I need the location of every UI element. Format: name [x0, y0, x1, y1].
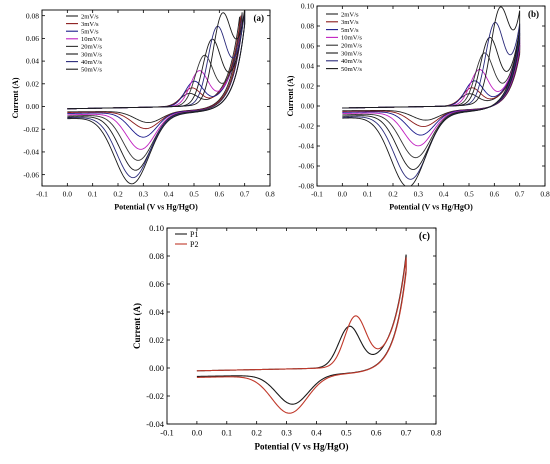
legend-entry: 20mV/s — [341, 43, 362, 50]
y-tick-label: -0.02 — [23, 125, 39, 134]
legend-entry: 3mV/s — [81, 21, 99, 28]
x-tick-label: 0.5 — [189, 190, 199, 199]
x-tick-label: 0.5 — [341, 428, 352, 438]
legend-entry: 5mV/s — [81, 29, 99, 36]
x-tick-label: -0.1 — [311, 190, 323, 199]
x-tick-label: 0.8 — [431, 428, 442, 438]
x-tick-label: 0.1 — [363, 190, 373, 199]
y-tick-label: -0.02 — [146, 391, 164, 401]
x-tick-label: 0.7 — [401, 428, 412, 438]
legend-entry: 2mV/s — [81, 13, 99, 20]
x-tick-label: 0.0 — [192, 428, 203, 438]
y-tick-label: 0.06 — [301, 42, 314, 51]
y-tick-label: 0.02 — [301, 82, 314, 91]
x-tick-label: -0.1 — [36, 190, 48, 199]
legend-entry: 10mV/s — [341, 35, 362, 42]
series-line — [342, 44, 521, 121]
panel-label: (a) — [254, 13, 265, 23]
plot-frame — [41, 9, 271, 187]
y-tick-label: 0.08 — [149, 251, 164, 261]
x-tick-label: 0.1 — [88, 190, 98, 199]
x-tick-label: 0.8 — [540, 190, 550, 199]
x-tick-label: 0.3 — [281, 428, 292, 438]
series-line — [342, 21, 521, 180]
plot-frame — [316, 5, 546, 187]
y-tick-label: 0.06 — [149, 279, 164, 289]
series-line — [196, 257, 407, 414]
legend-entry: 10mV/s — [81, 36, 102, 43]
y-tick-label: 0.00 — [26, 102, 39, 111]
y-tick-label: 0.02 — [26, 79, 39, 88]
y-tick-label: -0.06 — [23, 170, 39, 179]
legend-entry: 5mV/s — [341, 27, 359, 34]
legend-entry: 30mV/s — [81, 51, 102, 58]
series-line — [67, 10, 246, 185]
legend-entry: 50mV/s — [81, 67, 102, 74]
x-tick-label: 0.3 — [139, 190, 149, 199]
legend-entry: 3mV/s — [341, 19, 359, 26]
series-line — [196, 254, 407, 405]
x-tick-label: 0.3 — [414, 190, 424, 199]
y-tick-label: -0.04 — [23, 148, 39, 157]
x-axis-label: Potential (V vs Hg/HgO) — [114, 203, 198, 212]
x-tick-label: 0.6 — [371, 428, 382, 438]
x-tick-label: 0.7 — [240, 190, 250, 199]
y-tick-label: 0.04 — [149, 307, 165, 317]
x-tick-label: 0.0 — [63, 190, 73, 199]
x-tick-label: 0.1 — [221, 428, 232, 438]
x-tick-label: 0.8 — [265, 190, 275, 199]
legend-entry: P1 — [190, 230, 198, 239]
y-axis-label: Current (A) — [286, 75, 295, 116]
panel-label: (c) — [419, 231, 430, 242]
y-tick-label: 0.10 — [149, 223, 164, 233]
y-tick-label: 0.08 — [26, 11, 39, 20]
series-line — [342, 39, 521, 136]
y-tick-label: -0.08 — [298, 182, 314, 191]
y-tick-label: 0.10 — [301, 2, 314, 11]
y-tick-label: -0.02 — [298, 122, 314, 131]
x-tick-label: 0.2 — [388, 190, 398, 199]
panel-label: (b) — [528, 9, 539, 19]
y-tick-label: -0.06 — [298, 162, 314, 171]
x-tick-label: 0.7 — [515, 190, 525, 199]
legend-entry: 40mV/s — [341, 58, 362, 65]
legend-entry: 50mV/s — [341, 66, 362, 73]
x-tick-label: 0.2 — [251, 428, 262, 438]
x-tick-label: 0.4 — [311, 428, 322, 438]
x-tick-label: 0.4 — [439, 190, 449, 199]
y-tick-label: 0.04 — [26, 57, 39, 66]
x-tick-label: 0.5 — [464, 190, 474, 199]
chart-panel-a: -0.1 0.0 0.1 0.2 0.3 0.4 0.5 0.6 0.7 0.8 -0.06 -0.0… — [11, 9, 275, 212]
legend-entry: 2mV/s — [341, 11, 359, 18]
legend-entry: 30mV/s — [341, 50, 362, 57]
x-tick-label: 0.4 — [164, 190, 174, 199]
x-tick-label: 0.6 — [490, 190, 500, 199]
y-axis-label: Current (A) — [132, 303, 142, 349]
legend-entry: 20mV/s — [81, 44, 102, 51]
y-tick-label: 0.06 — [26, 34, 39, 43]
legend-entry: P2 — [190, 240, 198, 249]
legend-entry: 40mV/s — [81, 59, 102, 66]
chart-panel-b: -0.1 0.0 0.1 0.2 0.3 0.4 0.5 0.6 0.7 0.8 -0.08 -0.0… — [286, 2, 550, 212]
chart-panel-c: -0.1 0.0 0.1 0.2 0.3 0.4 0.5 0.6 0.7 0.8 -0.04 -0.0… — [132, 223, 442, 452]
y-tick-label: 0.08 — [301, 22, 314, 31]
x-axis-label: Potential (V vs Hg/HgO) — [254, 442, 348, 452]
y-axis-label: Current (A) — [11, 77, 20, 118]
y-tick-label: 0.00 — [301, 102, 314, 111]
y-tick-label: 0.04 — [301, 62, 314, 71]
x-tick-label: -0.1 — [160, 428, 173, 438]
x-tick-label: 0.0 — [338, 190, 348, 199]
x-tick-label: 0.6 — [215, 190, 225, 199]
y-tick-label: 0.02 — [149, 335, 164, 345]
series-line — [342, 6, 521, 186]
x-tick-label: 0.2 — [113, 190, 123, 199]
y-tick-label: -0.04 — [146, 419, 164, 429]
series-line — [342, 32, 521, 159]
y-tick-label: 0.00 — [149, 363, 164, 373]
x-axis-label: Potential (V vs Hg/HgO) — [389, 203, 473, 212]
plot-frame — [166, 227, 437, 425]
y-tick-label: -0.04 — [298, 142, 314, 151]
